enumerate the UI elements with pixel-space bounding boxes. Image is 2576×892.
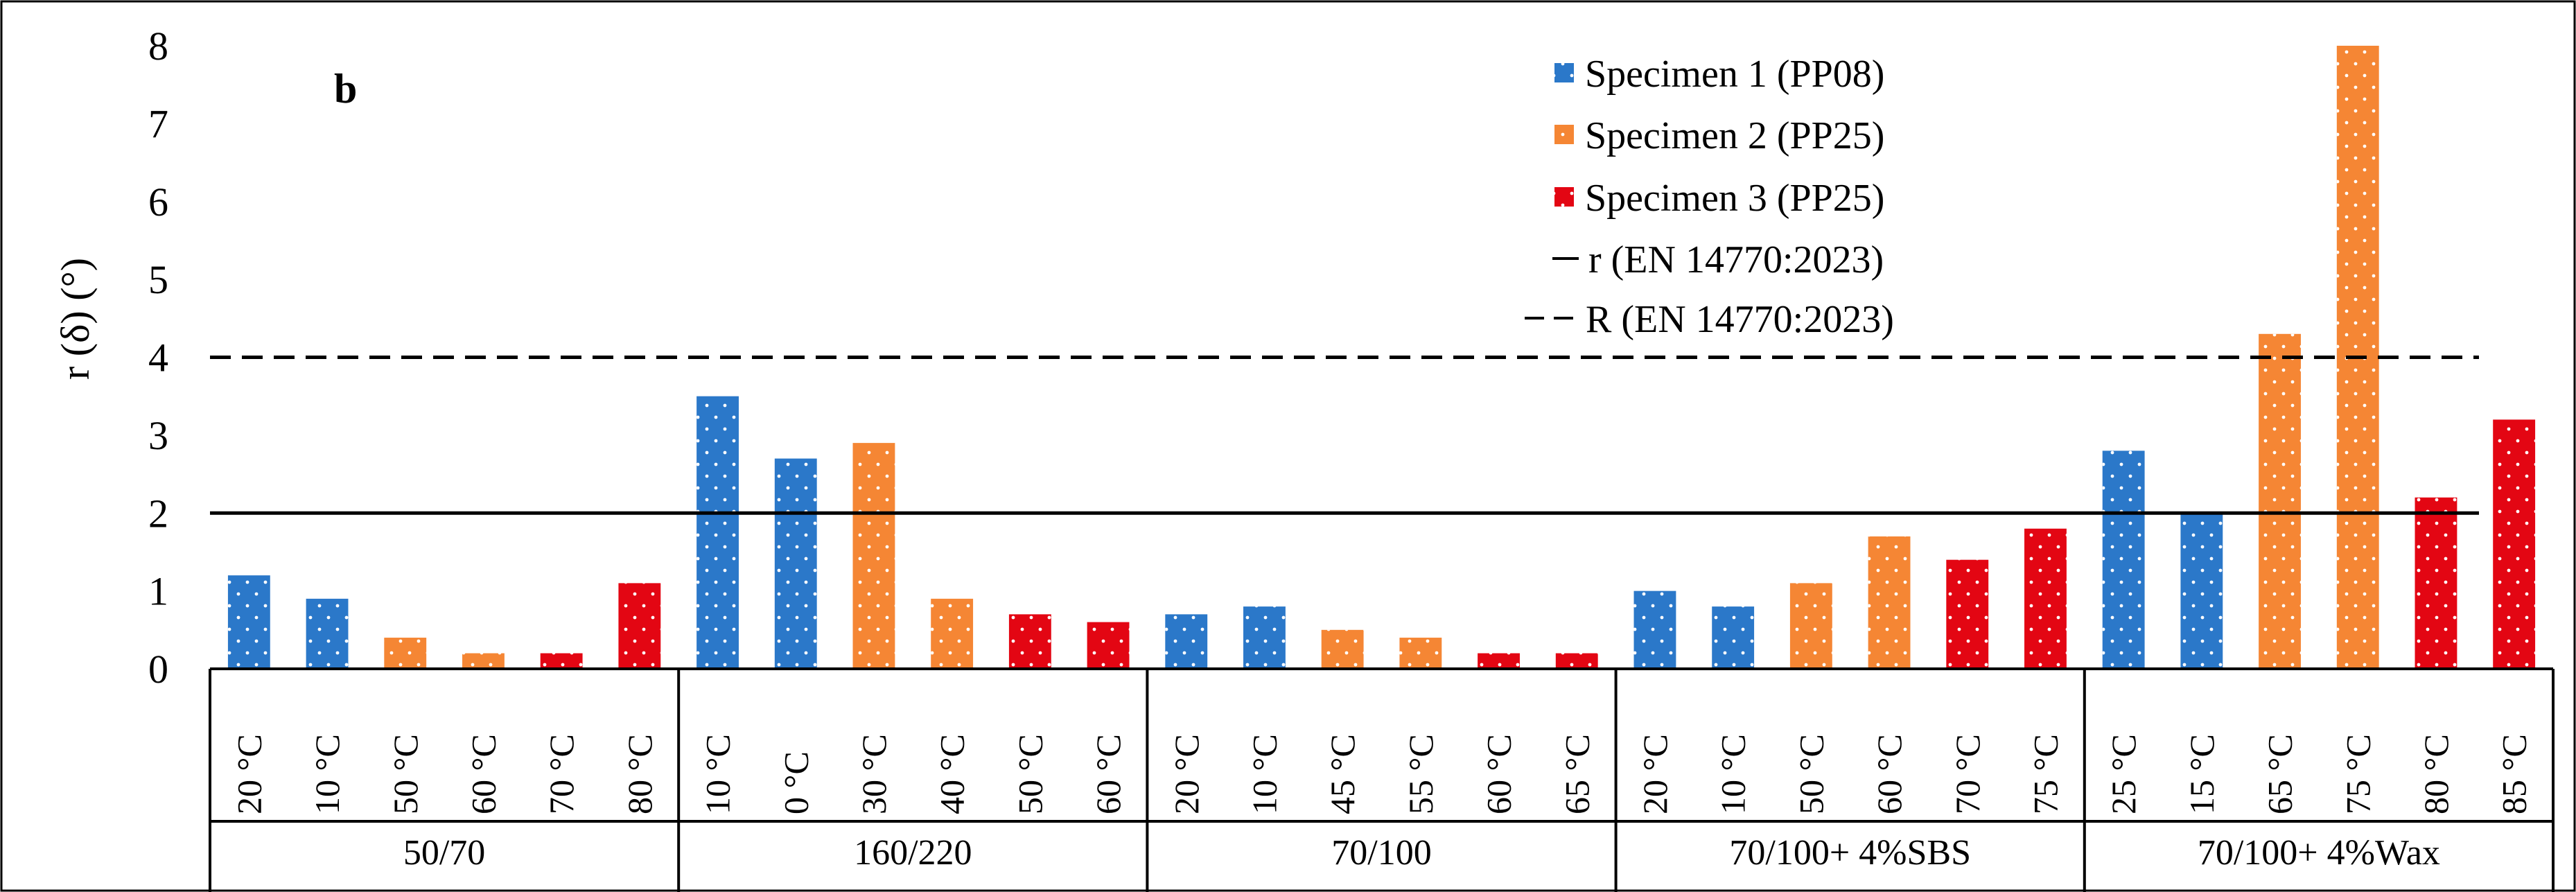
bar-pattern	[462, 653, 505, 669]
plot-area: 0 1 2 3 4 5 6 7 8 20 °C 10 °C 50 °C 60 °C 70 °C 80 °C 1…	[148, 24, 2555, 892]
bar-pattern	[227, 575, 270, 669]
bar-pattern	[931, 598, 974, 669]
bar-pattern	[1633, 591, 1676, 669]
category-label: 45 °C	[1323, 734, 1362, 814]
bar-pattern	[774, 458, 817, 669]
category-label: 10 °C	[1245, 734, 1283, 814]
bar-pattern	[1243, 606, 1286, 669]
legend-label-specimen-2: Specimen 2 (PP25)	[1585, 114, 1884, 157]
group-label: 160/220	[854, 833, 972, 873]
y-tick-label: 6	[148, 180, 168, 225]
legend-label-specimen-3: Specimen 3 (PP25)	[1585, 177, 1884, 220]
bar-pattern	[2493, 419, 2536, 669]
category-label: 65 °C	[2261, 734, 2299, 814]
bar-pattern	[1008, 614, 1051, 669]
legend-label-R: R (EN 14770:2023)	[1586, 298, 1894, 341]
group-label: 50/70	[403, 833, 485, 873]
category-label: 75 °C	[2338, 734, 2377, 814]
bar-pattern	[1789, 583, 1832, 669]
bar-pattern	[2102, 451, 2145, 669]
legend: Specimen 1 (PP08) Specimen 2 (PP25) Spec…	[1525, 53, 1894, 341]
bar-pattern	[618, 583, 661, 669]
bar-pattern	[2024, 528, 2067, 669]
category-label: 60 °C	[464, 734, 502, 814]
bar-pattern	[1712, 606, 1755, 669]
group-label: 70/100+ 4%SBS	[1729, 833, 1971, 873]
panel-label: b	[334, 66, 357, 112]
category-label: 55 °C	[1401, 734, 1440, 814]
category-label: 50 °C	[386, 734, 425, 814]
bar-pattern	[384, 638, 427, 669]
bar-pattern	[2259, 333, 2301, 669]
y-tick-label: 4	[148, 335, 168, 381]
category-label: 80 °C	[620, 734, 659, 814]
category-label: 10 °C	[308, 734, 347, 814]
category-label: 40 °C	[933, 734, 972, 814]
y-tick-label: 1	[148, 569, 168, 614]
y-tick-label: 3	[148, 413, 168, 458]
y-tick-label: 5	[148, 257, 168, 302]
category-label: 60 °C	[1480, 734, 1518, 814]
category-label: 20 °C	[1636, 734, 1674, 814]
y-tick-label: 0	[148, 647, 168, 692]
legend-label-specimen-1: Specimen 1 (PP08)	[1585, 53, 1884, 96]
bar-pattern	[1087, 622, 1130, 669]
category-label: 85 °C	[2495, 734, 2534, 814]
category-label: 10 °C	[699, 734, 737, 814]
bar-pattern	[696, 396, 739, 669]
group-label: 70/100+ 4%Wax	[2198, 833, 2440, 873]
legend-label-r: r (EN 14770:2023)	[1588, 238, 1884, 281]
category-label: 50 °C	[1791, 734, 1830, 814]
y-tick-label: 8	[148, 24, 168, 69]
group-label: 70/100	[1331, 833, 1431, 873]
category-label: 75 °C	[2026, 734, 2065, 814]
bar-pattern	[1165, 614, 1208, 669]
bar-pattern	[540, 653, 583, 669]
category-label: 50 °C	[1010, 734, 1049, 814]
y-tick-label: 2	[148, 491, 168, 536]
category-label: 25 °C	[2104, 734, 2143, 814]
bar-pattern	[2180, 513, 2223, 669]
category-label: 65 °C	[1557, 734, 1596, 814]
bar-pattern	[306, 598, 349, 669]
category-label: 0 °C	[776, 751, 815, 814]
bar-pattern	[1478, 653, 1520, 669]
category-label: 60 °C	[1089, 734, 1128, 814]
bar-pattern	[1868, 536, 1911, 669]
bar-pattern	[852, 443, 895, 669]
category-label: 60 °C	[1870, 734, 1909, 814]
bar-pattern	[2415, 497, 2457, 669]
bar-pattern	[1555, 653, 1598, 669]
category-label: 10 °C	[1714, 734, 1753, 814]
bar-pattern	[1321, 629, 1364, 669]
category-label: 70 °C	[542, 734, 581, 814]
category-label: 30 °C	[855, 734, 893, 814]
category-label: 70 °C	[1948, 734, 1987, 814]
category-label: 15 °C	[2182, 734, 2221, 814]
bar-pattern	[1399, 638, 1442, 669]
category-label: 80 °C	[2417, 734, 2455, 814]
y-axis-label: r (δ) (°)	[53, 258, 98, 380]
y-tick-label: 7	[148, 101, 168, 146]
bar-pattern	[1946, 559, 1989, 669]
category-label: 20 °C	[1167, 734, 1206, 814]
category-label: 20 °C	[229, 734, 268, 814]
